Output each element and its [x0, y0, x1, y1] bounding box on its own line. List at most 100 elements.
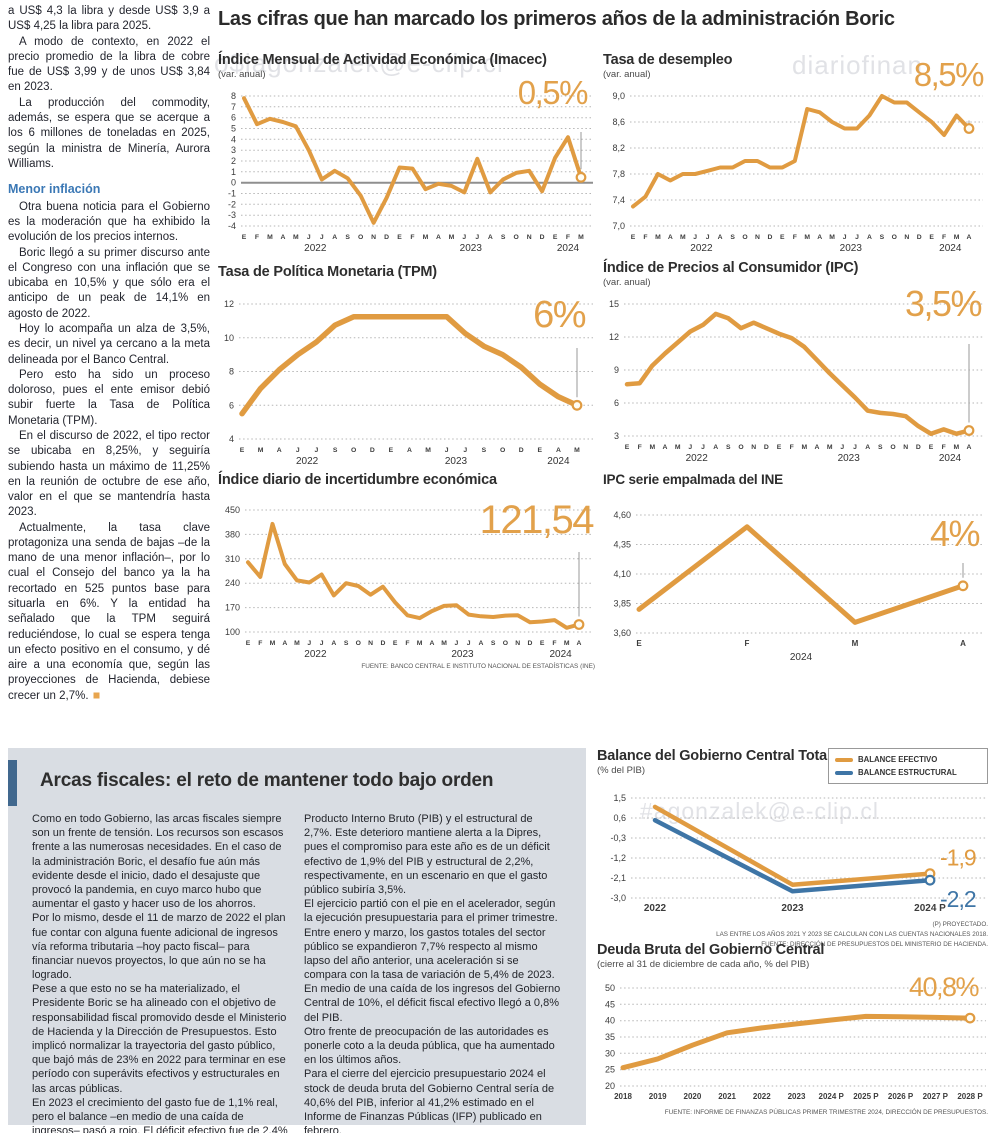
legend-item: BALANCE ESTRUCTURAL [835, 766, 981, 779]
svg-text:M: M [425, 447, 431, 454]
svg-text:2023: 2023 [451, 649, 474, 660]
svg-text:N: N [371, 234, 376, 241]
svg-text:2022: 2022 [690, 243, 713, 254]
svg-text:J: J [455, 640, 459, 647]
chart-final-value: 0,5% [517, 74, 589, 111]
legend-label: BALANCE ESTRUCTURAL [858, 768, 957, 777]
svg-text:0: 0 [231, 178, 236, 188]
chart-title: IPC serie empalmada del INE [603, 472, 783, 487]
svg-text:A: A [718, 234, 723, 241]
body-paragraph: En el discurso de 2022, el tipo rector s… [8, 429, 210, 519]
body-paragraph: Pese a que esto no se ha materializado, … [32, 983, 287, 1095]
svg-text:D: D [764, 444, 769, 451]
svg-text:-1: -1 [228, 189, 236, 199]
svg-text:D: D [917, 234, 922, 241]
svg-text:M: M [829, 234, 835, 241]
svg-text:F: F [790, 444, 794, 451]
svg-text:2023: 2023 [838, 453, 861, 464]
svg-text:J: J [462, 234, 466, 241]
chart-title: Tasa de desempleo [603, 52, 733, 68]
svg-text:J: J [688, 444, 692, 451]
svg-text:6: 6 [614, 398, 619, 408]
svg-text:M: M [649, 444, 655, 451]
svg-text:S: S [501, 234, 506, 241]
chart-deuda: Deuda Bruta del Gobierno Central (cierre… [597, 942, 988, 1116]
svg-text:J: J [853, 444, 857, 451]
svg-text:-3,0: -3,0 [610, 893, 626, 903]
svg-text:N: N [751, 444, 756, 451]
svg-text:M: M [574, 447, 580, 454]
svg-text:J: J [855, 234, 859, 241]
svg-text:E: E [397, 234, 402, 241]
page-title: Las cifras que han marcado los primeros … [218, 8, 895, 30]
svg-text:E: E [929, 234, 934, 241]
svg-text:2: 2 [231, 156, 236, 166]
ipc-ine-chart-canvas: 4,60 4,35 4,10 3,85 3,60 E F M A 2024 [613, 510, 983, 663]
svg-text:2018: 2018 [614, 1092, 632, 1101]
svg-text:M: M [578, 234, 584, 241]
svg-text:3: 3 [614, 431, 619, 441]
svg-text:A: A [815, 444, 820, 451]
chart-final-value: 8,5% [913, 56, 985, 93]
svg-text:A: A [556, 447, 561, 454]
svg-text:F: F [643, 234, 647, 241]
svg-text:25: 25 [605, 1065, 615, 1075]
svg-text:8,6: 8,6 [612, 117, 625, 127]
chart-final-value: 121,54 [479, 498, 595, 542]
svg-text:7,8: 7,8 [612, 169, 625, 179]
fiscal-column-2: Producto Interno Bruto (PIB) y el estruc… [304, 812, 562, 1133]
note-line: FUENTE: DIRECCIÓN DE PRESUPUESTOS DEL MI… [761, 940, 988, 948]
chart-title: Balance del Gobierno Central Total [597, 748, 831, 764]
svg-text:F: F [405, 640, 409, 647]
svg-text:15: 15 [609, 299, 619, 309]
svg-text:450: 450 [225, 505, 240, 515]
svg-text:O: O [356, 640, 361, 647]
svg-text:F: F [552, 640, 556, 647]
svg-text:2025 P: 2025 P [853, 1092, 879, 1101]
svg-text:O: O [742, 234, 747, 241]
svg-text:2022: 2022 [644, 903, 667, 914]
svg-text:2024: 2024 [939, 243, 962, 254]
chart-subtitle: (var. anual) [603, 69, 651, 80]
chart-final-value: 6% [533, 294, 586, 336]
svg-text:F: F [942, 234, 946, 241]
chart-incertidumbre: Índice diario de incertidumbre económica… [218, 472, 595, 670]
svg-text:2028 P: 2028 P [957, 1092, 983, 1101]
svg-text:2026 P: 2026 P [888, 1092, 914, 1101]
svg-text:S: S [344, 640, 349, 647]
body-paragraph: A modo de contexto, en 2022 el precio pr… [8, 35, 210, 94]
svg-text:M: M [258, 447, 264, 454]
svg-text:N: N [527, 234, 532, 241]
svg-text:-3: -3 [228, 210, 236, 220]
svg-text:2023: 2023 [781, 903, 804, 914]
legend-swatch-efectivo [835, 757, 853, 762]
svg-text:2024: 2024 [939, 453, 962, 464]
body-paragraph: Pero esto ha sido un proceso doloroso, p… [8, 368, 210, 427]
svg-text:100: 100 [225, 627, 240, 637]
svg-text:2024 P: 2024 P [914, 903, 946, 914]
svg-text:2024: 2024 [557, 243, 580, 254]
svg-text:S: S [482, 447, 487, 454]
svg-text:M: M [675, 444, 681, 451]
svg-text:F: F [566, 234, 570, 241]
svg-text:20: 20 [605, 1081, 615, 1091]
svg-text:S: S [345, 234, 350, 241]
svg-text:A: A [867, 234, 872, 241]
svg-text:4,35: 4,35 [613, 540, 631, 550]
svg-text:O: O [351, 447, 356, 454]
svg-text:E: E [538, 447, 543, 454]
svg-text:2023: 2023 [788, 1092, 806, 1101]
svg-text:2023: 2023 [460, 243, 483, 254]
svg-text:F: F [258, 640, 262, 647]
svg-text:S: S [726, 444, 731, 451]
svg-text:O: O [892, 234, 897, 241]
svg-text:E: E [777, 444, 782, 451]
svg-text:J: J [843, 234, 847, 241]
body-paragraph: En medio de una caída de los ingresos de… [304, 983, 561, 1024]
body-paragraph: Boric llegó a su primer discurso ante el… [8, 246, 210, 320]
svg-text:6: 6 [231, 113, 236, 123]
chart-final-value: 4% [929, 513, 981, 554]
svg-text:310: 310 [225, 554, 240, 564]
svg-text:A: A [282, 640, 287, 647]
svg-text:F: F [793, 234, 797, 241]
